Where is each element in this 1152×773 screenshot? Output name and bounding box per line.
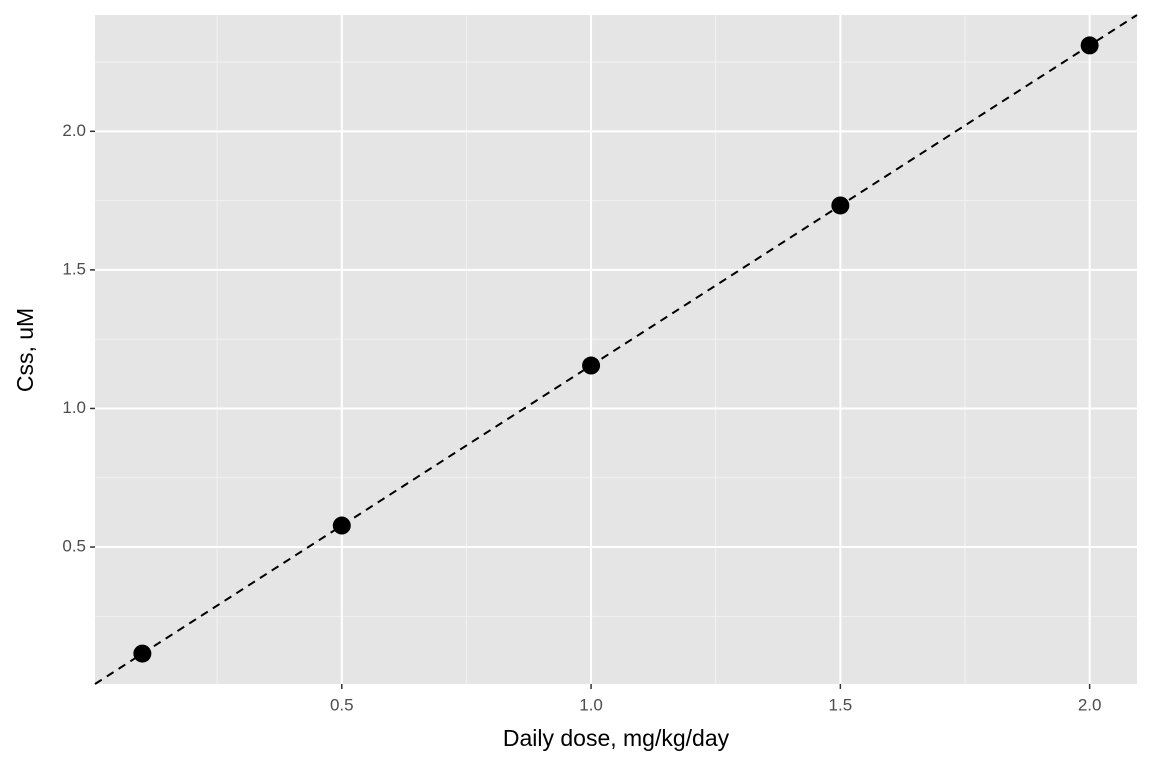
y-tick-label: 1.0 (62, 398, 86, 417)
y-tick-label: 1.5 (62, 259, 86, 278)
y-tick-label: 0.5 (62, 537, 86, 556)
point (582, 356, 601, 375)
y-axis-title: Css, uM (12, 308, 38, 392)
x-tick-label: 2.0 (1078, 695, 1102, 714)
x-tick-label: 1.0 (579, 695, 603, 714)
point (831, 196, 850, 215)
point (332, 516, 351, 535)
x-tick-label: 1.5 (829, 695, 853, 714)
y-tick-label: 2.0 (62, 121, 86, 140)
x-axis-title: Daily dose, mg/kg/day (503, 725, 730, 751)
point (133, 644, 152, 663)
x-tick-label: 0.5 (330, 695, 354, 714)
reference-line (94, 14, 1138, 685)
point (1080, 36, 1099, 55)
